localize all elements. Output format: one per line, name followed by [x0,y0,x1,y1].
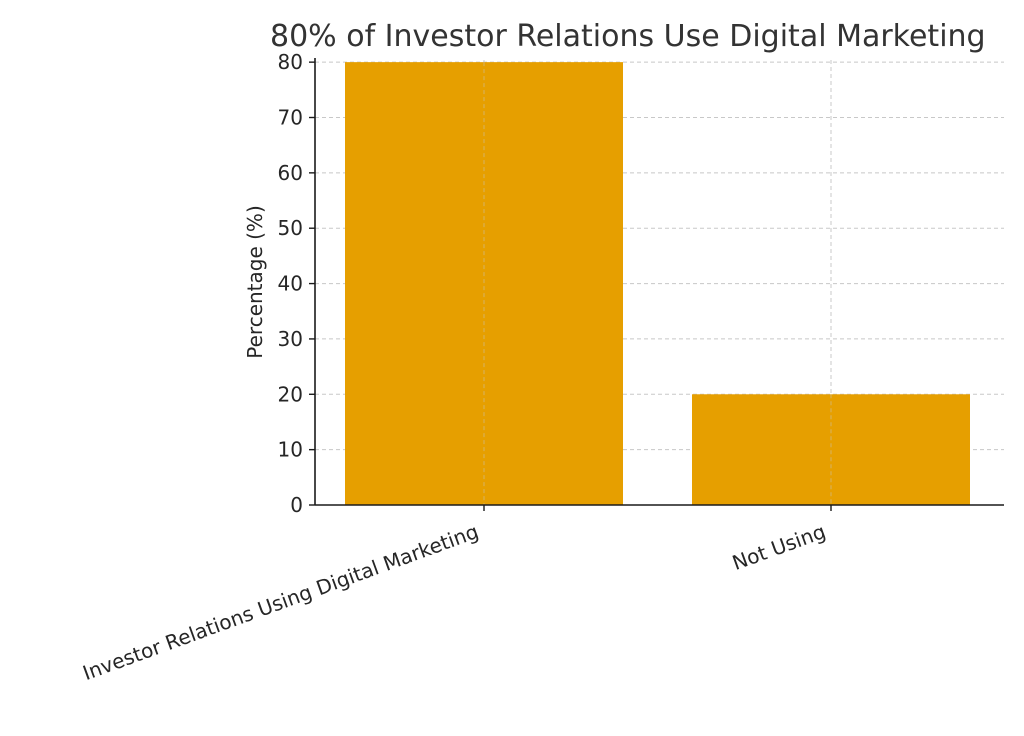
x-tick-label: Not Using [729,519,829,575]
y-tick-label: 10 [278,438,303,462]
chart-title: 80% of Investor Relations Use Digital Ma… [270,19,986,54]
x-tick-label: Investor Relations Using Digital Marketi… [80,519,482,685]
y-tick-label: 0 [290,493,303,517]
bars [345,62,970,506]
x-axis-ticks: Investor Relations Using Digital Marketi… [80,505,832,685]
y-tick-label: 70 [278,106,303,130]
y-axis-label: Percentage (%) [243,205,267,358]
y-tick-label: 20 [278,382,303,406]
y-tick-label: 40 [278,272,303,296]
y-tick-label: 80 [278,50,303,74]
y-tick-label: 30 [278,327,303,351]
y-tick-label: 60 [278,161,303,185]
y-tick-label: 50 [278,216,303,240]
y-axis-ticks: 0 10 20 30 40 50 60 70 80 [278,50,315,517]
axes [314,58,1004,506]
